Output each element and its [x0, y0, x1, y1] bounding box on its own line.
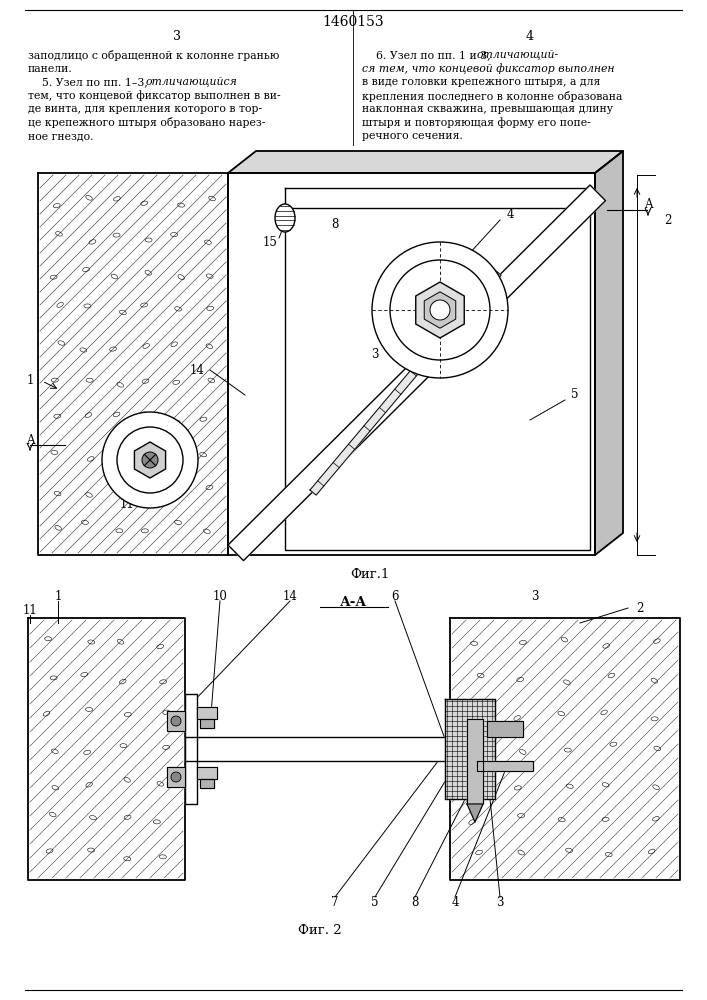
Text: A: A: [25, 434, 34, 446]
Text: 11: 11: [119, 498, 134, 512]
Text: 5: 5: [371, 896, 379, 908]
Text: тем, что концевой фиксатор выполнен в ви-: тем, что концевой фиксатор выполнен в ви…: [28, 91, 281, 101]
Text: де винта, для крепления которого в тор-: де винта, для крепления которого в тор-: [28, 104, 262, 114]
Polygon shape: [200, 719, 214, 728]
Text: 7: 7: [332, 896, 339, 908]
Polygon shape: [185, 694, 197, 804]
Text: 4: 4: [451, 896, 459, 908]
Polygon shape: [228, 151, 623, 173]
Ellipse shape: [275, 204, 295, 232]
Polygon shape: [424, 292, 456, 328]
Text: крепления последнего в колонне образована: крепления последнего в колонне образован…: [362, 91, 622, 102]
Text: 5: 5: [571, 388, 579, 401]
Text: в виде головки крепежного штыря, а для: в виде головки крепежного штыря, а для: [362, 77, 600, 87]
Text: 3: 3: [531, 589, 539, 602]
Polygon shape: [445, 699, 495, 799]
Text: 15: 15: [262, 236, 277, 249]
Circle shape: [372, 242, 508, 378]
Polygon shape: [477, 761, 533, 771]
Text: 6: 6: [391, 589, 399, 602]
Polygon shape: [467, 719, 483, 804]
Text: ся тем, что концевой фиксатор выполнен: ся тем, что концевой фиксатор выполнен: [362, 64, 614, 74]
Circle shape: [430, 300, 450, 320]
Text: штыря и повторяющая форму его попе-: штыря и повторяющая форму его попе-: [362, 117, 591, 128]
Polygon shape: [450, 618, 680, 880]
Text: 6: 6: [458, 338, 466, 352]
Circle shape: [171, 716, 181, 726]
Text: ное гнездо.: ное гнездо.: [28, 131, 93, 141]
Text: 2: 2: [665, 214, 672, 227]
Circle shape: [142, 452, 158, 468]
Text: 2: 2: [636, 601, 643, 614]
Text: 5. Узел по пп. 1–3,: 5. Узел по пп. 1–3,: [28, 77, 151, 87]
Text: 4: 4: [526, 29, 534, 42]
Polygon shape: [487, 721, 523, 737]
Polygon shape: [467, 804, 483, 822]
Text: A: A: [644, 198, 653, 212]
Text: панели.: панели.: [28, 64, 73, 74]
Polygon shape: [416, 282, 464, 338]
Text: 11: 11: [23, 603, 37, 616]
Text: А-А: А-А: [339, 595, 366, 608]
Text: 6. Узел по пп. 1 и 3,: 6. Узел по пп. 1 и 3,: [362, 50, 494, 60]
Text: 14: 14: [189, 363, 204, 376]
Polygon shape: [134, 442, 165, 478]
Text: 10: 10: [213, 589, 228, 602]
Polygon shape: [228, 173, 595, 555]
Polygon shape: [595, 151, 623, 555]
Circle shape: [171, 772, 181, 782]
Polygon shape: [28, 618, 185, 880]
Polygon shape: [197, 707, 217, 719]
Text: отличающийся: отличающийся: [146, 77, 238, 87]
Polygon shape: [38, 173, 228, 555]
Text: 3: 3: [496, 896, 504, 908]
Polygon shape: [185, 737, 450, 761]
Text: 1: 1: [54, 589, 62, 602]
Text: це крепежного штыря образовано нарез-: це крепежного штыря образовано нарез-: [28, 117, 265, 128]
Polygon shape: [310, 270, 501, 495]
Text: 1460153: 1460153: [322, 15, 384, 29]
Text: 14: 14: [283, 589, 298, 602]
Polygon shape: [167, 711, 185, 731]
Text: заподлицо с обращенной к колонне гранью: заподлицо с обращенной к колонне гранью: [28, 50, 279, 61]
Text: речного сечения.: речного сечения.: [362, 131, 463, 141]
Text: отличающий-: отличающий-: [477, 50, 559, 60]
Text: наклонная скважина, превышающая длину: наклонная скважина, превышающая длину: [362, 104, 613, 114]
Polygon shape: [167, 767, 185, 787]
Text: 4: 4: [506, 209, 514, 222]
Text: 3: 3: [173, 29, 181, 42]
Polygon shape: [228, 185, 605, 561]
Circle shape: [102, 412, 198, 508]
Text: Фиг.1: Фиг.1: [350, 568, 390, 582]
Text: 8: 8: [411, 896, 419, 908]
Text: Фиг. 2: Фиг. 2: [298, 924, 341, 936]
Text: 1: 1: [26, 373, 34, 386]
Polygon shape: [197, 767, 217, 779]
Text: 3: 3: [371, 349, 379, 361]
Text: 8: 8: [332, 219, 339, 232]
Polygon shape: [200, 779, 214, 788]
